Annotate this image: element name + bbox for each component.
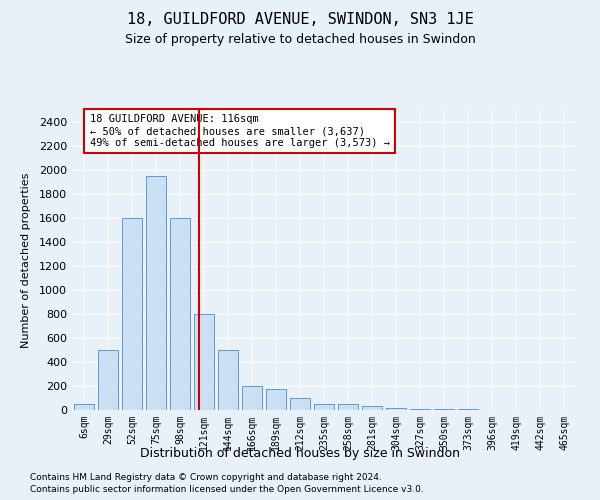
Text: 18, GUILDFORD AVENUE, SWINDON, SN3 1JE: 18, GUILDFORD AVENUE, SWINDON, SN3 1JE xyxy=(127,12,473,28)
Bar xyxy=(98,350,118,410)
Bar xyxy=(146,176,166,410)
Bar xyxy=(362,406,382,410)
Bar xyxy=(170,218,190,410)
Text: Contains public sector information licensed under the Open Government Licence v3: Contains public sector information licen… xyxy=(30,485,424,494)
Bar xyxy=(122,218,142,410)
Bar xyxy=(386,408,406,410)
Text: Contains HM Land Registry data © Crown copyright and database right 2024.: Contains HM Land Registry data © Crown c… xyxy=(30,472,382,482)
Text: Distribution of detached houses by size in Swindon: Distribution of detached houses by size … xyxy=(140,448,460,460)
Bar xyxy=(314,404,334,410)
Bar xyxy=(242,386,262,410)
Y-axis label: Number of detached properties: Number of detached properties xyxy=(20,172,31,348)
Bar xyxy=(290,398,310,410)
Text: Size of property relative to detached houses in Swindon: Size of property relative to detached ho… xyxy=(125,32,475,46)
Bar xyxy=(194,314,214,410)
Bar xyxy=(410,409,430,410)
Bar xyxy=(338,404,358,410)
Bar xyxy=(218,350,238,410)
Text: 18 GUILDFORD AVENUE: 116sqm
← 50% of detached houses are smaller (3,637)
49% of : 18 GUILDFORD AVENUE: 116sqm ← 50% of det… xyxy=(89,114,389,148)
Bar xyxy=(266,389,286,410)
Bar xyxy=(74,404,94,410)
